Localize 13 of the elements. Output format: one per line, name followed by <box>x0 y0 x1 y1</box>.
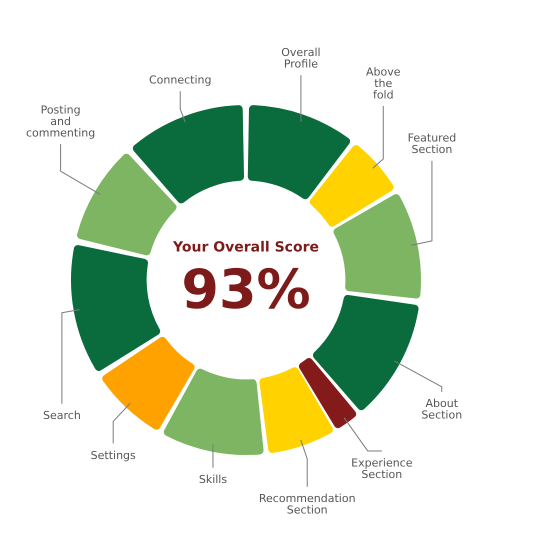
slice-label: Posting and commenting <box>26 103 96 140</box>
slice-label: Overall Profile <box>281 46 321 71</box>
slice-label: Settings <box>90 448 136 462</box>
slice-label: Experience Section <box>351 456 413 481</box>
slice-label: Search <box>42 409 81 422</box>
text: Your Overall Score <box>172 240 319 256</box>
slice-label: Above the fold <box>366 65 401 102</box>
slice-label: Featured Section <box>408 132 456 156</box>
slice-label: Connecting <box>148 74 212 87</box>
text: 93% <box>181 258 311 322</box>
slice-label: Recommendation Section <box>258 492 356 517</box>
slice-label: About Section <box>421 397 462 422</box>
slice-label: Skills <box>198 473 228 486</box>
